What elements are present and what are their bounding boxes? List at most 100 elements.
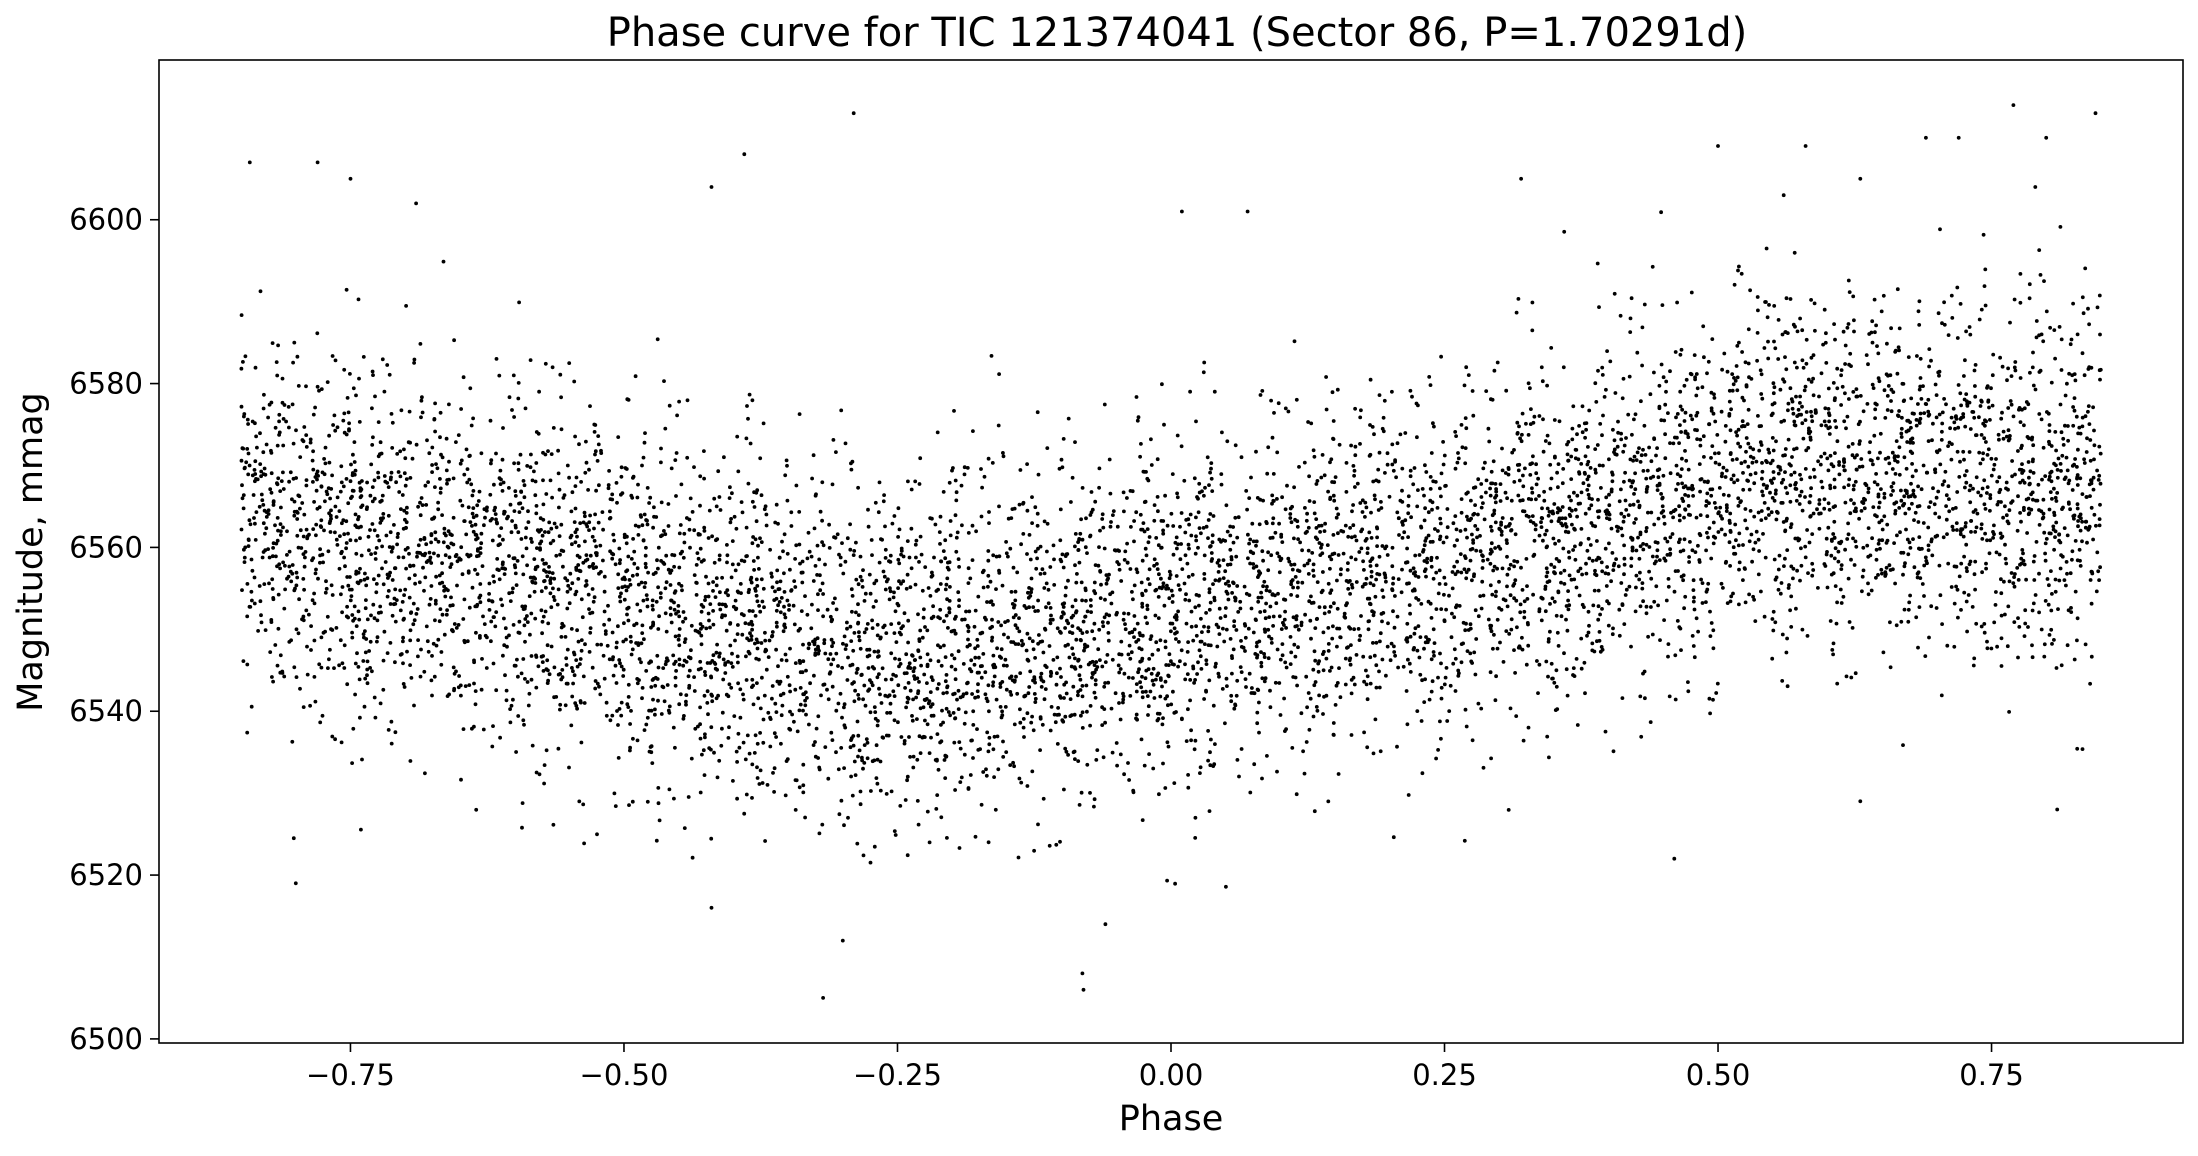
- data-point: [1674, 487, 1678, 492]
- data-point: [280, 376, 285, 381]
- data-point: [892, 631, 897, 635]
- data-point: [1492, 368, 1497, 373]
- data-point: [602, 589, 607, 594]
- data-point: [849, 639, 854, 643]
- data-point: [1458, 552, 1463, 556]
- data-point: [372, 528, 377, 533]
- data-point: [1638, 530, 1643, 535]
- data-point: [261, 521, 266, 526]
- data-point: [610, 492, 615, 497]
- data-point: [1952, 420, 1957, 425]
- data-point: [280, 400, 285, 405]
- data-point: [292, 588, 297, 593]
- data-point: [559, 427, 564, 432]
- data-point: [915, 757, 920, 762]
- data-point: [1327, 610, 1332, 614]
- data-point: [1128, 656, 1133, 661]
- data-point: [1605, 349, 1609, 353]
- data-point: [2080, 424, 2085, 429]
- data-point: [1349, 555, 1354, 560]
- data-point: [401, 555, 406, 560]
- data-point: [253, 459, 258, 464]
- data-point: [390, 446, 395, 450]
- data-point: [1962, 457, 1966, 462]
- data-point: [1530, 328, 1535, 333]
- data-point: [1833, 337, 1837, 342]
- data-point: [1610, 472, 1615, 477]
- data-point: [1202, 642, 1207, 646]
- data-point: [1476, 614, 1481, 619]
- data-point: [1101, 624, 1106, 629]
- data-point: [1484, 389, 1489, 393]
- data-point: [702, 525, 707, 530]
- data-point: [2080, 539, 2084, 544]
- data-point: [765, 783, 770, 787]
- data-point: [1325, 543, 1330, 547]
- data-point: [2096, 478, 2101, 482]
- data-point: [1412, 588, 1417, 593]
- data-point: [262, 582, 267, 586]
- data-point: [1903, 488, 1908, 493]
- data-point: [1237, 774, 1241, 779]
- data-point: [339, 740, 344, 745]
- data-point: [1430, 500, 1435, 505]
- data-point: [2022, 505, 2026, 510]
- data-point: [1575, 432, 1579, 437]
- data-point: [1441, 440, 1445, 444]
- data-point: [1795, 365, 1799, 370]
- data-point: [380, 566, 384, 571]
- data-point: [935, 793, 940, 797]
- data-point: [758, 536, 762, 541]
- data-point: [523, 617, 528, 621]
- data-point: [2042, 654, 2047, 659]
- data-point: [709, 836, 714, 841]
- data-point: [1012, 722, 1017, 727]
- data-point: [616, 756, 621, 760]
- data-point: [1929, 604, 1934, 609]
- data-point: [298, 455, 303, 459]
- data-point: [1343, 615, 1348, 620]
- data-point: [1326, 489, 1330, 494]
- data-point: [1522, 599, 1527, 604]
- data-point: [431, 641, 436, 646]
- data-point: [1149, 634, 1154, 639]
- data-point: [1291, 615, 1296, 620]
- data-point: [502, 511, 506, 516]
- data-point: [1539, 525, 1544, 529]
- data-point: [1163, 639, 1168, 644]
- data-point: [957, 565, 961, 569]
- data-point: [1383, 471, 1387, 475]
- data-point: [516, 396, 521, 401]
- data-point: [842, 723, 847, 728]
- data-point: [987, 521, 991, 525]
- data-point: [386, 728, 391, 732]
- data-point: [1042, 697, 1047, 702]
- data-point: [1551, 676, 1555, 681]
- data-point: [971, 756, 975, 760]
- data-point: [2098, 377, 2102, 382]
- data-point: [1155, 562, 1159, 566]
- data-point: [1889, 387, 1894, 392]
- data-point: [596, 434, 601, 438]
- data-point: [831, 657, 836, 662]
- data-point: [604, 713, 609, 718]
- data-point: [1965, 569, 1969, 574]
- data-point: [1531, 454, 1535, 459]
- data-point: [1831, 381, 1836, 385]
- data-point: [277, 419, 281, 424]
- data-point: [1537, 609, 1542, 614]
- data-point: [631, 537, 635, 541]
- data-point: [508, 502, 513, 507]
- data-point: [687, 527, 692, 532]
- data-point: [852, 549, 857, 553]
- data-point: [588, 553, 593, 558]
- data-point: [789, 524, 794, 528]
- data-point: [445, 608, 449, 612]
- data-point: [1637, 503, 1642, 508]
- data-point: [1413, 570, 1417, 574]
- data-point: [1152, 557, 1157, 562]
- data-point: [782, 622, 787, 627]
- data-point: [1151, 666, 1156, 671]
- data-point: [1987, 551, 1992, 556]
